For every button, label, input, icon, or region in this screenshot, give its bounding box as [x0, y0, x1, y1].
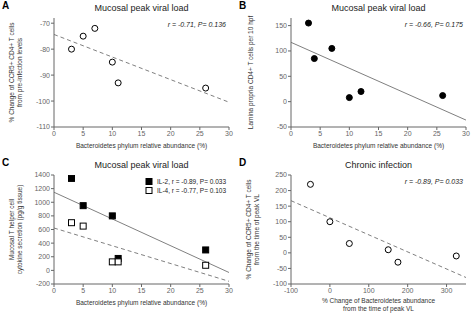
- svg-text:5: 5: [318, 130, 322, 137]
- svg-text:-50: -50: [277, 123, 287, 130]
- html-text:A: A: [2, 0, 10, 11]
- svg-text:800: 800: [38, 212, 50, 219]
- svg-text:0: 0: [283, 98, 287, 105]
- svg-text:100: 100: [275, 218, 287, 225]
- svg-text:15: 15: [138, 130, 146, 137]
- svg-text:20: 20: [404, 130, 412, 137]
- svg-text:20: 20: [167, 287, 175, 294]
- svg-text:25: 25: [196, 130, 204, 137]
- svg-text:150: 150: [275, 22, 287, 29]
- svg-text:-80: -80: [40, 46, 50, 53]
- svg-text:400: 400: [38, 240, 50, 247]
- svg-text:10: 10: [108, 130, 116, 137]
- svg-text:15: 15: [375, 130, 383, 137]
- html-text:B: B: [239, 0, 247, 11]
- svg-text:0: 0: [52, 130, 56, 137]
- svg-text:200: 200: [275, 187, 287, 194]
- svg-text:0: 0: [328, 287, 332, 294]
- svg-text:-50: -50: [277, 265, 287, 272]
- svg-text:50: 50: [279, 73, 287, 80]
- svg-text:0: 0: [289, 130, 293, 137]
- svg-text:100: 100: [363, 287, 375, 294]
- html-text:Mucosal peak viral load: Mucosal peak viral load: [94, 160, 189, 170]
- svg-text:-110: -110: [37, 123, 51, 130]
- svg-text:5: 5: [81, 287, 85, 294]
- svg-text:-100: -100: [36, 98, 50, 105]
- svg-text:Mucosal T helper cellcytokine: Mucosal T helper cellcytokine secretion …: [8, 185, 24, 275]
- html-text:Chronic infection: Chronic infection: [345, 160, 412, 170]
- svg-text:30: 30: [462, 130, 470, 137]
- svg-text:20: 20: [167, 130, 175, 137]
- svg-text:-70: -70: [40, 20, 50, 27]
- svg-text:-90: -90: [40, 72, 50, 79]
- html-text:r = -0.71, P= 0.136: r = -0.71, P= 0.136: [167, 21, 226, 28]
- svg-text:600: 600: [38, 226, 50, 233]
- html-text:r = -0.66, P= 0.175: r = -0.66, P= 0.175: [404, 21, 463, 28]
- html-text:Mucosal peak viral load: Mucosal peak viral load: [94, 3, 189, 13]
- svg-text:1200: 1200: [34, 185, 50, 192]
- html-text:IL-4, r = -0.77, P= 0.103: IL-4, r = -0.77, P= 0.103: [157, 187, 226, 194]
- svg-text:1400: 1400: [34, 171, 50, 178]
- html-text:IL-2, r = -0.89, P= 0.033: IL-2, r = -0.89, P= 0.033: [157, 178, 226, 185]
- svg-text:0: 0: [52, 287, 56, 294]
- svg-text:50: 50: [279, 234, 287, 241]
- html-text:r = -0.89, P= 0.033: r = -0.89, P= 0.033: [404, 178, 463, 185]
- svg-text:10: 10: [108, 287, 116, 294]
- svg-text:150: 150: [275, 203, 287, 210]
- svg-text:-100: -100: [284, 287, 298, 294]
- svg-text:% Change of CCR5+ CD4+ T cells: % Change of CCR5+ CD4+ T cellsfrom the t…: [245, 179, 261, 280]
- svg-text:0: 0: [46, 267, 50, 274]
- svg-text:Bacteroidetes phylum relative: Bacteroidetes phylum relative abundance …: [76, 299, 207, 307]
- svg-text:100: 100: [275, 47, 287, 54]
- svg-text:30: 30: [225, 130, 233, 137]
- svg-text:25: 25: [433, 130, 441, 137]
- svg-text:% Change of CCR5+ CD4+ T cells: % Change of CCR5+ CD4+ T cellsfrom pre-i…: [8, 22, 24, 123]
- html-text:C: C: [2, 157, 10, 168]
- svg-text:% Change of Bacteroidetes abun: % Change of Bacteroidetes abundancefrom …: [322, 297, 435, 313]
- svg-text:25: 25: [196, 287, 204, 294]
- svg-text:250: 250: [275, 171, 287, 178]
- svg-text:200: 200: [38, 253, 50, 260]
- svg-text:Bacteroidetes phylum relative: Bacteroidetes phylum relative abundance …: [76, 142, 207, 150]
- html-text:Mucosal peak viral load: Mucosal peak viral load: [331, 3, 426, 13]
- svg-text:300: 300: [441, 287, 453, 294]
- svg-text:200: 200: [402, 287, 414, 294]
- svg-text:15: 15: [138, 287, 146, 294]
- svg-text:Bacteroidetes phylum relative: Bacteroidetes phylum relative abundance …: [313, 142, 444, 150]
- svg-text:0: 0: [283, 249, 287, 256]
- svg-text:Lamina propria CD4+ T cells pe: Lamina propria CD4+ T cells per 10 hpf: [247, 16, 255, 130]
- svg-text:30: 30: [225, 287, 233, 294]
- svg-text:-200: -200: [36, 280, 50, 287]
- svg-text:5: 5: [81, 130, 85, 137]
- svg-text:10: 10: [345, 130, 353, 137]
- html-text:D: D: [239, 157, 247, 168]
- svg-text:1000: 1000: [34, 199, 50, 206]
- svg-text:-100: -100: [273, 280, 287, 287]
